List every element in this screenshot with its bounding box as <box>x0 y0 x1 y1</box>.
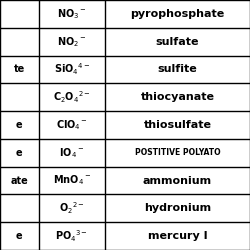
Text: MnO$_4$$^-$: MnO$_4$$^-$ <box>53 174 91 188</box>
Text: hydronium: hydronium <box>144 203 211 213</box>
Text: C$_2$O$_4$$^{2-}$: C$_2$O$_4$$^{2-}$ <box>53 90 91 105</box>
Text: PO$_4$$^{3-}$: PO$_4$$^{3-}$ <box>56 228 88 244</box>
Text: e: e <box>16 120 23 130</box>
Text: NO$_3$$^-$: NO$_3$$^-$ <box>57 7 87 21</box>
Text: IO$_4$$^-$: IO$_4$$^-$ <box>59 146 84 160</box>
Text: sulfate: sulfate <box>156 37 199 47</box>
Text: thiocyanate: thiocyanate <box>140 92 214 102</box>
Text: O$_2$$^{2-}$: O$_2$$^{2-}$ <box>59 200 85 216</box>
Text: ammonium: ammonium <box>143 176 212 186</box>
Text: pyrophosphate: pyrophosphate <box>130 9 224 19</box>
Text: POSTITIVE POLYATO: POSTITIVE POLYATO <box>135 148 220 157</box>
Text: e: e <box>16 148 23 158</box>
Text: mercury I: mercury I <box>148 231 207 241</box>
Text: ClO$_4$$^-$: ClO$_4$$^-$ <box>56 118 88 132</box>
Text: e: e <box>16 231 23 241</box>
Text: thiosulfate: thiosulfate <box>144 120 212 130</box>
Text: NO$_2$$^-$: NO$_2$$^-$ <box>57 35 87 48</box>
Text: te: te <box>14 64 25 74</box>
Text: SiO$_4$$^{4-}$: SiO$_4$$^{4-}$ <box>54 62 90 77</box>
Text: ate: ate <box>10 176 28 186</box>
Text: sulfite: sulfite <box>158 64 198 74</box>
